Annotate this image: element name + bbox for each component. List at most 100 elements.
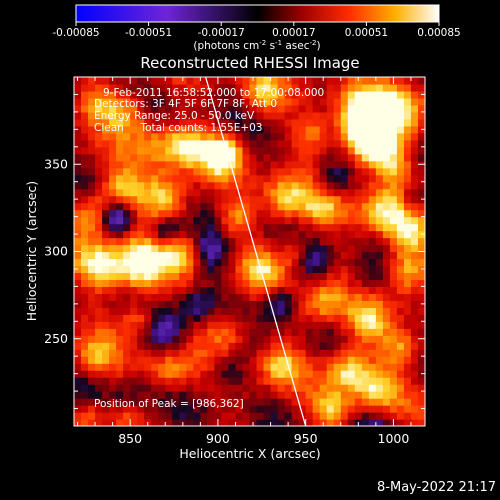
heatmap-cell xyxy=(158,328,166,336)
heatmap-cell xyxy=(298,419,307,426)
heatmap-cell xyxy=(242,342,251,350)
heatmap-cell xyxy=(256,132,265,141)
heatmap-cell xyxy=(95,419,103,426)
heatmap-cell xyxy=(396,321,405,329)
heatmap-cell xyxy=(305,342,314,350)
heatmap-cell xyxy=(242,118,251,127)
heatmap-cell xyxy=(88,230,96,239)
heatmap-cell xyxy=(130,405,138,413)
heatmap-cell xyxy=(354,251,363,260)
heatmap-cell xyxy=(333,328,342,336)
heatmap-cell xyxy=(396,216,405,225)
heatmap-cell xyxy=(242,370,251,378)
heatmap-cell xyxy=(403,321,412,329)
heatmap-cell xyxy=(403,146,412,155)
heatmap-cell xyxy=(123,223,131,232)
heatmap-cell xyxy=(396,258,405,267)
heatmap-cell xyxy=(102,377,110,385)
heatmap-cell xyxy=(305,300,314,308)
heatmap-cell xyxy=(186,111,194,120)
heatmap-cells xyxy=(74,77,425,426)
heatmap-cell xyxy=(102,286,110,294)
heatmap-cell xyxy=(179,188,187,197)
heatmap-cell xyxy=(81,188,89,197)
heatmap-cell xyxy=(382,377,391,385)
heatmap-cell xyxy=(74,321,82,329)
heatmap-cell xyxy=(256,398,265,406)
heatmap-cell xyxy=(81,370,89,378)
heatmap-cell xyxy=(263,160,272,169)
heatmap-cell xyxy=(361,286,370,294)
heatmap-cell xyxy=(347,321,356,329)
heatmap-cell xyxy=(179,153,187,162)
heatmap-cell xyxy=(354,139,363,148)
heatmap-cell xyxy=(284,83,293,92)
heatmap-cell xyxy=(375,216,384,225)
heatmap-cell xyxy=(179,237,187,246)
heatmap-cell xyxy=(242,272,251,281)
heatmap-cell xyxy=(249,90,258,99)
heatmap-cell xyxy=(95,153,103,162)
heatmap-cell xyxy=(179,181,187,190)
heatmap-cell xyxy=(109,265,117,274)
heatmap-cell xyxy=(186,335,194,343)
heatmap-cell xyxy=(179,111,187,120)
heatmap-cell xyxy=(200,363,208,371)
heatmap-cell xyxy=(102,160,110,169)
heatmap-cell xyxy=(277,412,286,420)
heatmap-cell xyxy=(193,118,201,127)
heatmap-cell xyxy=(396,139,405,148)
heatmap-cell xyxy=(249,363,258,371)
heatmap-cell xyxy=(172,77,180,85)
heatmap-cell xyxy=(403,90,412,99)
heatmap-cell xyxy=(102,139,110,148)
heatmap-cell xyxy=(410,209,419,218)
heatmap-cell xyxy=(172,146,180,155)
heatmap-cell xyxy=(403,356,412,364)
heatmap-cell xyxy=(214,230,223,239)
heatmap-cell xyxy=(137,216,145,225)
heatmap-cell xyxy=(200,321,208,329)
heatmap-cell xyxy=(221,412,230,420)
heatmap-cell xyxy=(109,188,117,197)
heatmap-cell xyxy=(361,188,370,197)
heatmap-cell xyxy=(144,139,152,148)
heatmap-cell xyxy=(144,153,152,162)
heatmap-cell xyxy=(172,405,180,413)
heatmap-cell xyxy=(200,132,208,141)
heatmap-cell xyxy=(214,90,223,99)
heatmap-cell xyxy=(375,237,384,246)
heatmap-cell xyxy=(396,419,405,426)
heatmap-cell xyxy=(410,279,419,287)
heatmap-cell xyxy=(284,314,293,322)
heatmap-cell xyxy=(74,272,82,281)
heatmap-cell xyxy=(340,272,349,281)
heatmap-cell xyxy=(312,342,321,350)
heatmap-cell xyxy=(410,251,419,260)
heatmap-cell xyxy=(214,391,223,399)
heatmap-cell xyxy=(221,146,230,155)
heatmap-cell xyxy=(221,293,230,301)
heatmap-cell xyxy=(368,391,377,399)
heatmap-cell xyxy=(179,174,187,183)
heatmap-cell xyxy=(235,377,244,385)
heatmap-cell xyxy=(74,167,82,176)
heatmap-cell xyxy=(144,398,152,406)
heatmap-cell xyxy=(410,160,419,169)
heatmap-cell xyxy=(291,272,300,281)
heatmap-cell xyxy=(340,174,349,183)
heatmap-cell xyxy=(109,370,117,378)
heatmap-cell xyxy=(221,153,230,162)
heatmap-cell xyxy=(193,188,201,197)
heatmap-cell xyxy=(123,370,131,378)
heatmap-cell xyxy=(312,307,321,315)
heatmap-cell xyxy=(144,258,152,267)
heatmap-cell xyxy=(340,97,349,106)
heatmap-cell xyxy=(256,272,265,281)
heatmap-cell xyxy=(165,132,173,141)
heatmap-cell xyxy=(137,314,145,322)
heatmap-cell xyxy=(410,412,419,420)
heatmap-cell xyxy=(347,111,356,120)
heatmap-cell xyxy=(263,216,272,225)
heatmap-cell xyxy=(298,321,307,329)
